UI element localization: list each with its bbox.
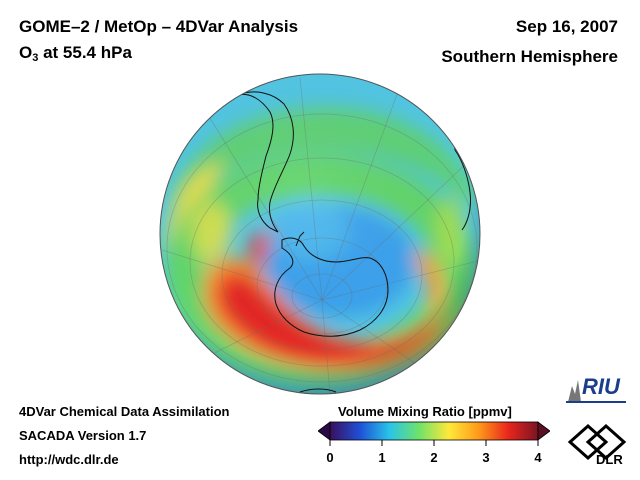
subtitle-pressure-level: at 55.4 hPa <box>38 43 132 62</box>
footer-url: http://wdc.dlr.de <box>19 452 119 467</box>
colorbar-tick-label: 0 <box>326 450 334 465</box>
colorbar-tick-label: 3 <box>482 450 490 465</box>
colorbar-gradient <box>329 421 539 441</box>
colorbar-tick-label: 2 <box>430 450 438 465</box>
footer-method: 4DVar Chemical Data Assimilation <box>19 404 230 419</box>
region-label: Southern Hemisphere <box>441 47 618 66</box>
riu-logo-text: RIU <box>582 374 620 399</box>
date-label: Sep 16, 2007 <box>515 17 618 36</box>
colorbar-tick-label: 1 <box>378 450 386 465</box>
map-title: GOME–2 / MetOp – 4DVar Analysis <box>19 17 299 36</box>
colorbar-title: Volume Mixing Ratio [ppmv] <box>338 404 512 419</box>
subtitle-species-subscript: 3 <box>32 52 39 64</box>
globe-outline <box>159 73 481 395</box>
dlr-logo <box>567 423 627 461</box>
map-subtitle: O3 at 55.4 hPa <box>19 43 132 64</box>
globe-fields <box>160 74 480 394</box>
dlr-logo-text: DLR <box>596 452 623 467</box>
colorbar <box>318 421 550 446</box>
subtitle-species: O <box>19 43 33 62</box>
riu-logo <box>566 380 626 403</box>
colorbar-high-arrow <box>537 421 550 441</box>
footer-version: SACADA Version 1.7 <box>19 428 147 443</box>
colorbar-low-arrow <box>318 421 331 441</box>
colorbar-tick-label: 4 <box>534 450 542 465</box>
